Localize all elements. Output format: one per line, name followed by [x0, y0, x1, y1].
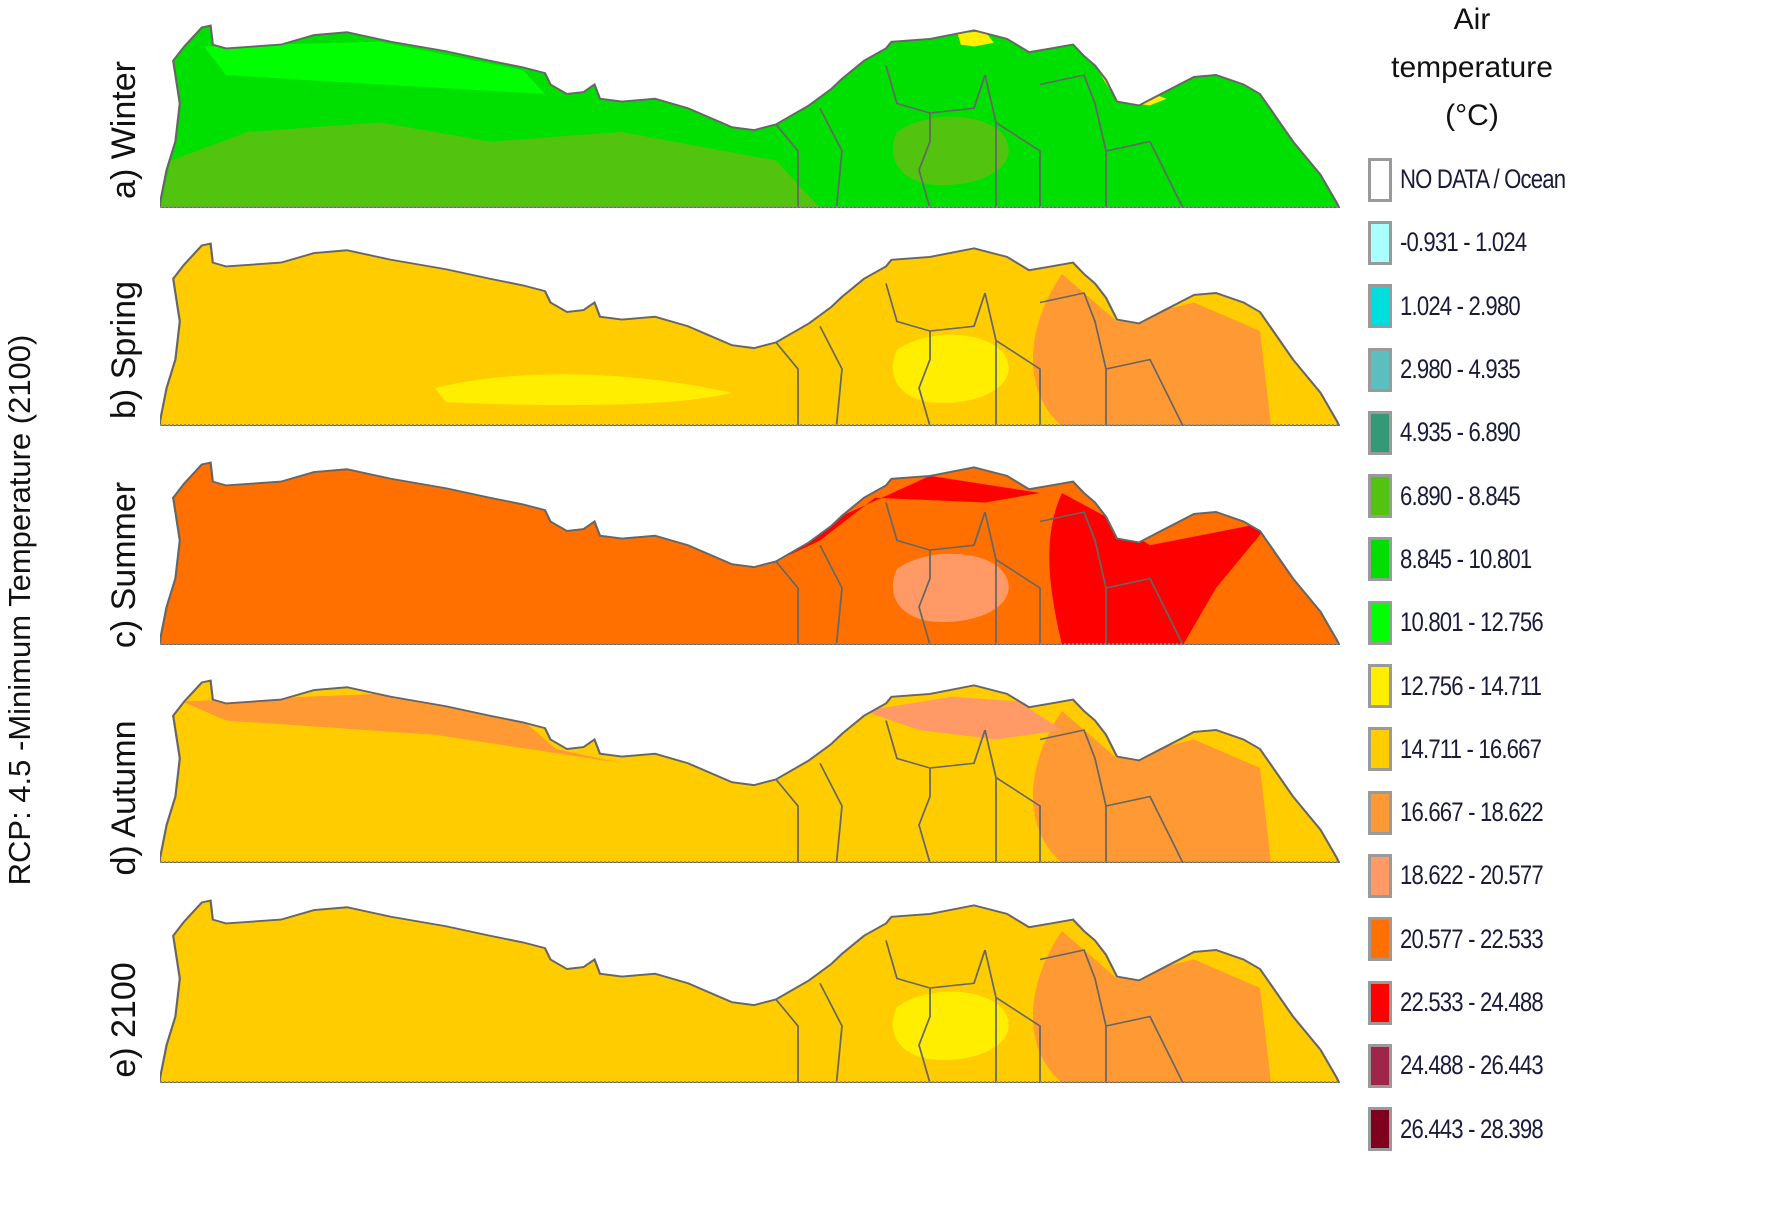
- map-panel-winter: [160, 18, 1340, 208]
- legend-label: 14.711 - 16.667: [1400, 733, 1542, 764]
- map-2100: [160, 899, 1340, 1083]
- legend-swatch: [1368, 157, 1392, 202]
- legend-item: 20.577 - 22.533: [1368, 908, 1602, 971]
- legend-swatch: [1368, 600, 1392, 645]
- legend-label: 1.024 - 2.980: [1400, 290, 1521, 321]
- legend-item: 4.935 - 6.890: [1368, 401, 1602, 464]
- legend-swatch: [1368, 664, 1392, 709]
- legend-swatch: [1368, 284, 1392, 329]
- map-panel-spring: [160, 236, 1340, 426]
- map-summer: [160, 461, 1340, 645]
- legend-item: 24.488 - 26.443: [1368, 1034, 1602, 1097]
- panel-label-2100: e) 2100: [105, 962, 143, 1078]
- legend-label: 16.667 - 18.622: [1400, 797, 1544, 828]
- legend-item: 22.533 - 24.488: [1368, 971, 1602, 1034]
- legend-swatch: [1368, 980, 1392, 1025]
- legend-label: NO DATA / Ocean: [1400, 164, 1566, 195]
- map-panel-2100: [160, 893, 1340, 1083]
- legend: NO DATA / Ocean -0.931 - 1.024 1.024 - 2.9…: [1368, 148, 1602, 1161]
- panel-label-winter: a) Winter: [105, 61, 143, 199]
- legend-swatch: [1368, 410, 1392, 455]
- map-winter: [160, 24, 1340, 208]
- legend-swatch: [1368, 727, 1392, 772]
- legend-label: 24.488 - 26.443: [1400, 1050, 1544, 1081]
- legend-swatch: [1368, 790, 1392, 835]
- figure-main-title: RCP: 4.5 -Minimum Temperature (2100): [2, 334, 37, 886]
- legend-item: NO DATA / Ocean: [1368, 148, 1602, 211]
- legend-label: 2.980 - 4.935: [1400, 354, 1521, 385]
- legend-item: 8.845 - 10.801: [1368, 528, 1602, 591]
- legend-item: 6.890 - 8.845: [1368, 464, 1602, 527]
- legend-swatch: [1368, 853, 1392, 898]
- legend-label: 26.443 - 28.398: [1400, 1113, 1544, 1144]
- legend-label: 6.890 - 8.845: [1400, 480, 1521, 511]
- legend-swatch: [1368, 347, 1392, 392]
- panel-label-spring: b) Spring: [105, 281, 143, 419]
- legend-swatch: [1368, 220, 1392, 265]
- map-panel-summer: [160, 455, 1340, 645]
- legend-swatch: [1368, 1107, 1392, 1152]
- legend-label: -0.931 - 1.024: [1400, 227, 1527, 258]
- legend-label: 4.935 - 6.890: [1400, 417, 1521, 448]
- panel-label-autumn: d) Autumn: [105, 720, 143, 876]
- legend-swatch: [1368, 474, 1392, 519]
- legend-item: 2.980 - 4.935: [1368, 338, 1602, 401]
- legend-label: 10.801 - 12.756: [1400, 607, 1544, 638]
- legend-label: 18.622 - 20.577: [1400, 860, 1544, 891]
- legend-item: 1.024 - 2.980: [1368, 275, 1602, 338]
- legend-label: 12.756 - 14.711: [1400, 670, 1542, 701]
- legend-item: 26.443 - 28.398: [1368, 1097, 1602, 1160]
- legend-label: 20.577 - 22.533: [1400, 923, 1544, 954]
- panel-label-summer: c) Summer: [105, 481, 143, 649]
- legend-item: 16.667 - 18.622: [1368, 781, 1602, 844]
- map-autumn: [160, 679, 1340, 863]
- legend-item: 12.756 - 14.711: [1368, 654, 1602, 717]
- legend-label: 22.533 - 24.488: [1400, 987, 1544, 1017]
- legend-item: -0.931 - 1.024: [1368, 211, 1602, 274]
- legend-title: Air temperature (°C): [1391, 3, 1553, 132]
- legend-item: 18.622 - 20.577: [1368, 844, 1602, 907]
- legend-swatch: [1368, 1043, 1392, 1088]
- map-panel-autumn: [160, 673, 1340, 863]
- legend-swatch: [1368, 917, 1392, 962]
- map-spring: [160, 242, 1340, 426]
- legend-swatch: [1368, 537, 1392, 582]
- legend-label: 8.845 - 10.801: [1400, 543, 1532, 574]
- legend-item: 10.801 - 12.756: [1368, 591, 1602, 654]
- legend-item: 14.711 - 16.667: [1368, 718, 1602, 781]
